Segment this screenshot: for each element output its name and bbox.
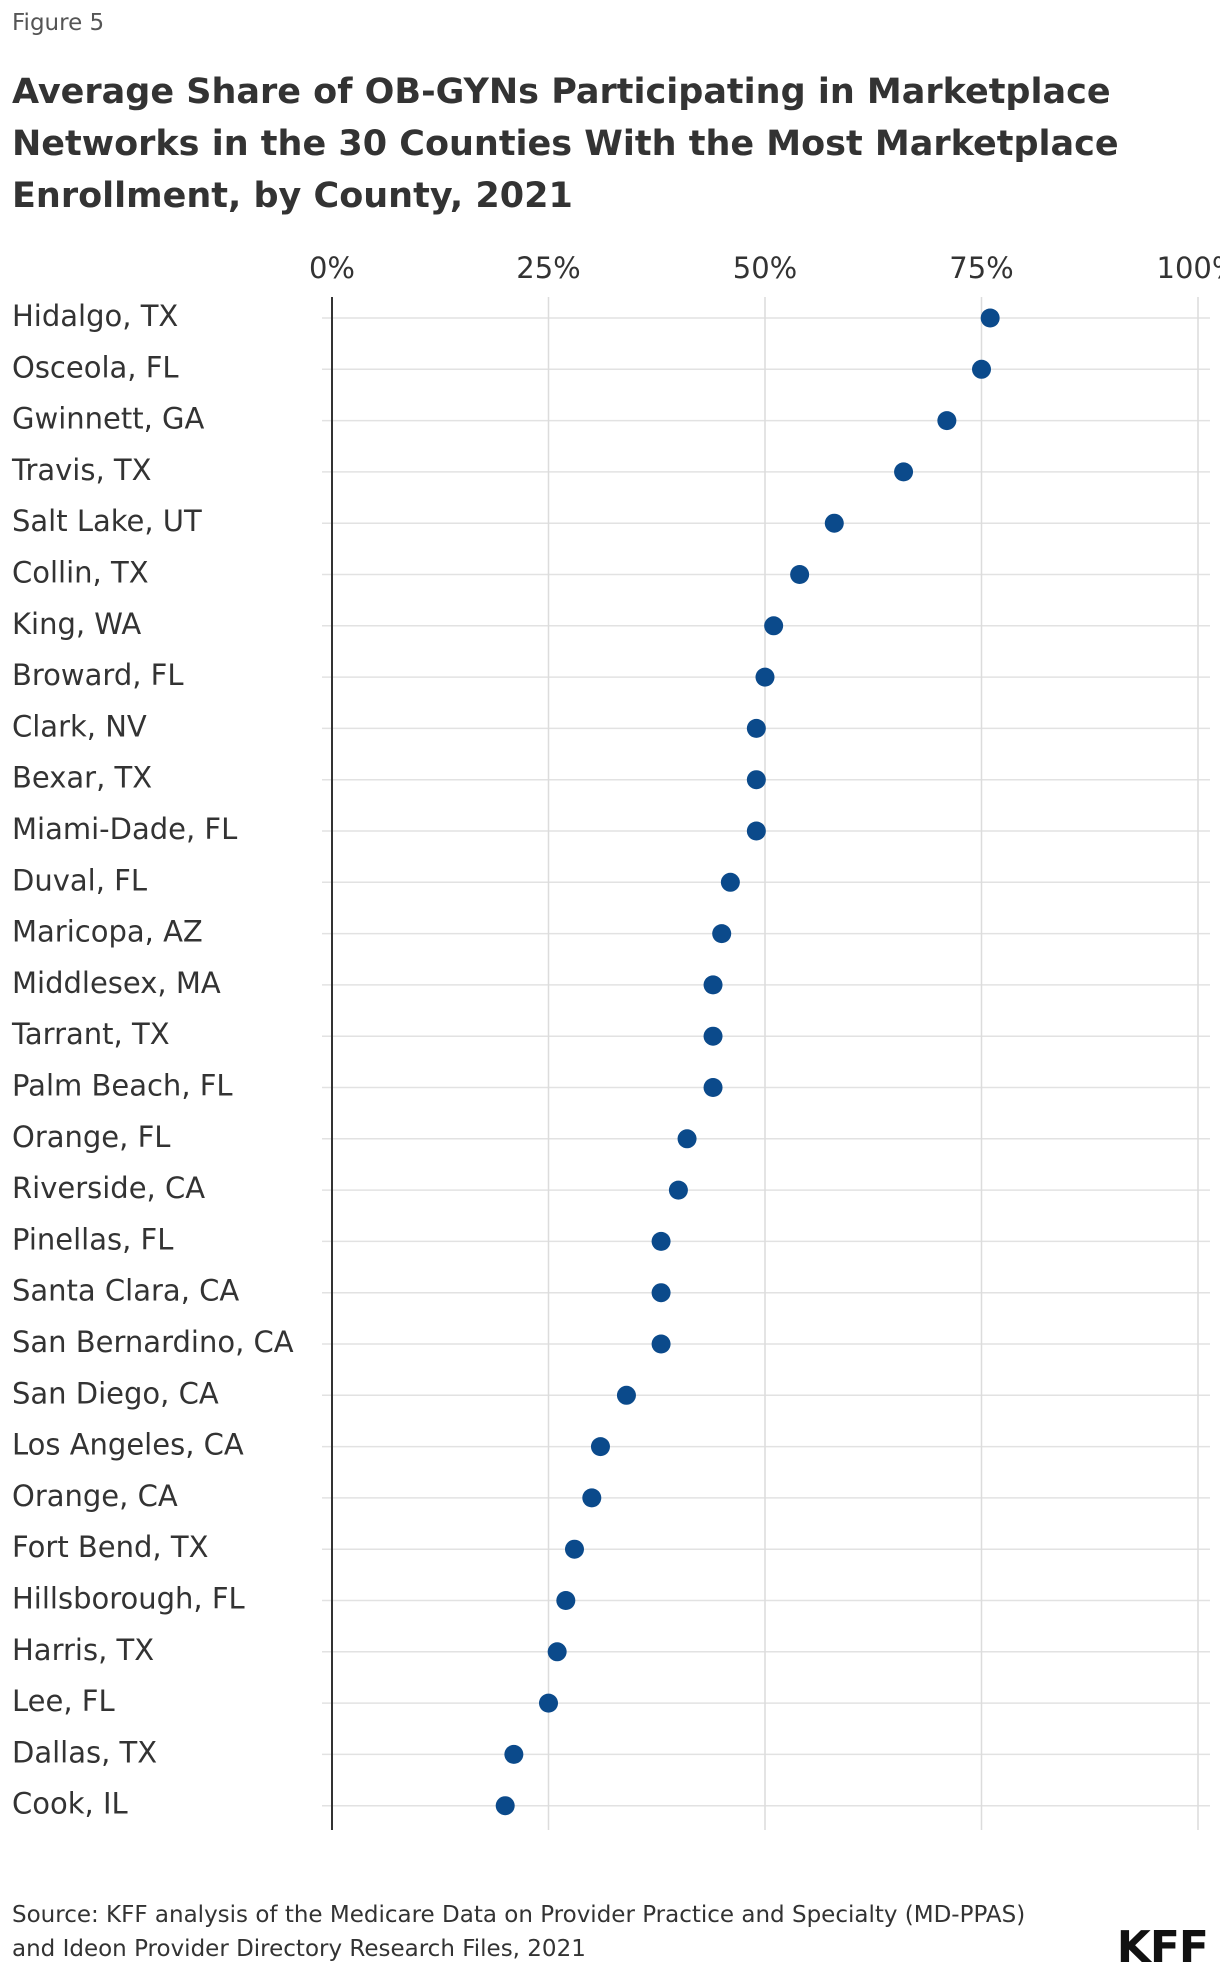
- dot: [972, 359, 991, 379]
- dot: [556, 1591, 576, 1610]
- dot: [651, 1231, 671, 1251]
- x-tick-label: 50%: [733, 251, 797, 285]
- category-label: Fort Bend, TX: [12, 1530, 208, 1564]
- dot: [547, 1642, 567, 1662]
- logo: KFF: [1116, 1922, 1209, 1973]
- category-label: Harris, TX: [12, 1633, 154, 1667]
- category-label: Tarrant, TX: [11, 1017, 170, 1051]
- category-label: Santa Clara, CA: [12, 1274, 239, 1308]
- category-label: Pinellas, FL: [12, 1222, 173, 1256]
- category-label: Palm Beach, FL: [12, 1069, 233, 1103]
- category-label: Travis, TX: [11, 453, 152, 487]
- category-label: San Diego, CA: [12, 1376, 219, 1410]
- dot: [590, 1437, 610, 1457]
- category-label: Hidalgo, TX: [12, 299, 178, 333]
- dot: [764, 616, 784, 636]
- category-label: Clark, NV: [12, 709, 147, 743]
- dot: [703, 975, 723, 995]
- dot: [504, 1744, 524, 1764]
- dot: [720, 872, 740, 892]
- category-label: Dallas, TX: [12, 1735, 157, 1769]
- dot: [564, 1539, 584, 1559]
- category-label: Osceola, FL: [12, 350, 179, 384]
- dot: [582, 1488, 602, 1508]
- category-label: San Bernardino, CA: [12, 1325, 294, 1359]
- category-label: Orange, FL: [12, 1120, 170, 1154]
- category-label: Salt Lake, UT: [12, 504, 202, 538]
- dot: [746, 718, 766, 738]
- category-label: Hillsborough, FL: [12, 1582, 245, 1616]
- dot: [677, 1129, 697, 1149]
- dot: [539, 1693, 558, 1713]
- category-label: Miami-Dade, FL: [12, 812, 237, 846]
- dot: [755, 667, 775, 687]
- dot: [712, 924, 732, 944]
- source-note: Source: KFF analysis of the Medicare Dat…: [12, 1902, 1026, 1962]
- x-tick-label: 25%: [516, 251, 580, 285]
- dot: [746, 770, 766, 790]
- category-label: Middlesex, MA: [12, 966, 221, 1000]
- x-tick-label: 100%: [1157, 251, 1220, 285]
- category-label: Los Angeles, CA: [12, 1428, 244, 1462]
- chart-title: Average Share of OB-GYNs Participating i…: [12, 72, 1119, 216]
- category-label: Riverside, CA: [12, 1171, 205, 1205]
- category-label: Duval, FL: [12, 863, 147, 897]
- category-label: Bexar, TX: [12, 761, 152, 795]
- dot: [668, 1180, 688, 1200]
- category-label: Lee, FL: [12, 1684, 115, 1718]
- dot: [703, 1026, 723, 1046]
- category-label: King, WA: [12, 607, 141, 641]
- category-label: Collin, TX: [12, 556, 149, 590]
- dot: [790, 565, 810, 584]
- dot: [746, 821, 766, 841]
- category-label: Cook, IL: [12, 1787, 128, 1821]
- dot: [651, 1283, 671, 1303]
- category-label: Orange, CA: [12, 1479, 178, 1513]
- dot: [937, 411, 957, 431]
- dot: [980, 308, 1000, 328]
- dot: [824, 513, 844, 533]
- dot: [616, 1385, 636, 1405]
- x-tick-label: 75%: [949, 251, 1013, 285]
- category-label: Maricopa, AZ: [12, 915, 203, 949]
- category-label: Broward, FL: [12, 658, 184, 692]
- dot: [495, 1796, 515, 1816]
- figure-label: Figure 5: [12, 10, 105, 36]
- dot: [651, 1334, 671, 1354]
- category-label: Gwinnett, GA: [12, 402, 204, 436]
- x-tick-label: 0%: [309, 251, 355, 285]
- dot: [894, 462, 914, 482]
- dot: [703, 1078, 723, 1097]
